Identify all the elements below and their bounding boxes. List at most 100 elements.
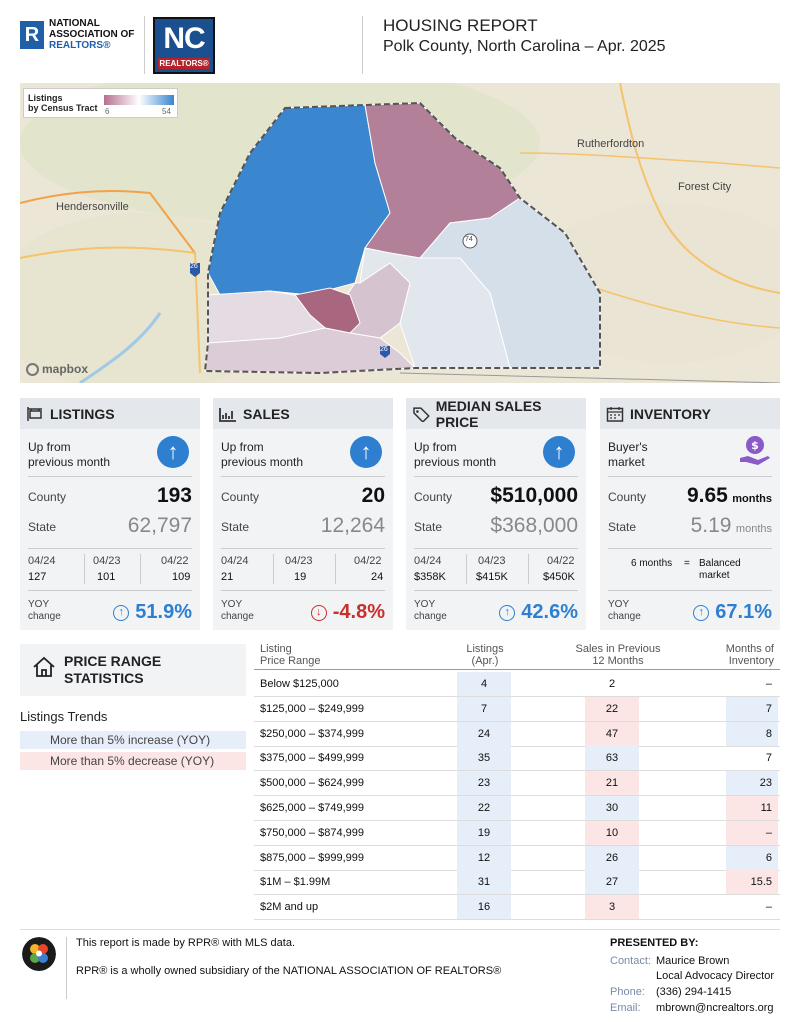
row-price-range: $125,000 – $249,999 bbox=[260, 702, 364, 715]
row-sales: 10 bbox=[585, 820, 639, 845]
row-sales: 3 bbox=[585, 895, 639, 920]
report-header: R NATIONAL ASSOCIATION OF REALTORS® NC R… bbox=[0, 0, 800, 80]
row-listings: 16 bbox=[457, 895, 511, 920]
trend-line2: market bbox=[608, 455, 645, 469]
nar-logo-line1: NATIONAL bbox=[49, 18, 100, 29]
year-value: 21 bbox=[221, 571, 234, 583]
row-sales: 21 bbox=[585, 771, 639, 796]
legend-title: Listings bbox=[28, 93, 63, 103]
row-price-range: $625,000 – $749,999 bbox=[260, 802, 364, 814]
county-label: County bbox=[608, 490, 647, 504]
map-graphic bbox=[20, 83, 780, 383]
route-label: 74 bbox=[465, 236, 473, 243]
card-title: MEDIAN SALES PRICE bbox=[435, 397, 542, 430]
table-row: Below $125,000 4 2 – bbox=[254, 672, 780, 696]
legend-max: 54 bbox=[162, 107, 171, 116]
circle-arrow-down-icon: ↓ bbox=[310, 604, 327, 621]
row-price-range: $750,000 – $874,999 bbox=[260, 826, 364, 839]
row-listings: 35 bbox=[457, 746, 511, 771]
row-listings: 12 bbox=[457, 845, 511, 870]
state-value: 5.19 bbox=[690, 514, 732, 537]
state-label: State bbox=[608, 520, 637, 534]
table-row: $875,000 – $999,999 12 26 6 bbox=[254, 845, 780, 870]
row-months-inventory: 7 bbox=[765, 752, 772, 765]
card-title: LISTINGS bbox=[50, 405, 115, 422]
year-label: 04/22 bbox=[547, 555, 575, 567]
nc-realtors-logo: NC REALTORS® bbox=[153, 17, 215, 74]
col-header-sales2: 12 Months bbox=[592, 655, 644, 667]
table-row: $125,000 – $249,999 7 22 7 bbox=[254, 696, 780, 721]
year-label: 04/22 bbox=[354, 555, 382, 567]
sales-card: SALES Up from previous month ↑ County 20… bbox=[213, 398, 393, 630]
legend-subtitle: by Census Tract bbox=[28, 103, 98, 113]
header-divider bbox=[362, 16, 363, 74]
row-listings: 22 bbox=[457, 796, 511, 820]
year-value: 109 bbox=[172, 571, 191, 583]
table-row: $500,000 – $624,999 23 21 23 bbox=[254, 771, 780, 796]
presented-by: PRESENTED BY: bbox=[610, 937, 699, 949]
row-months-inventory: 11 bbox=[726, 796, 778, 820]
row-months-inventory: 23 bbox=[726, 771, 778, 796]
year-value: $358K bbox=[414, 571, 446, 583]
circle-arrow-up-icon: ↑ bbox=[499, 604, 516, 621]
table-row: $625,000 – $749,999 22 30 11 bbox=[254, 796, 780, 820]
email-key: Email: bbox=[610, 1002, 641, 1014]
yoy-label2: change bbox=[28, 611, 61, 622]
legend-min: 6 bbox=[105, 107, 110, 116]
row-months-inventory: 6 bbox=[726, 845, 778, 870]
card-title: SALES bbox=[243, 405, 290, 422]
county-value: 9.65 bbox=[686, 484, 728, 507]
report-title: HOUSING REPORT bbox=[383, 16, 538, 35]
year-value: 24 bbox=[371, 571, 384, 583]
year-label: 04/22 bbox=[161, 555, 189, 567]
arrow-up-icon: ↑ bbox=[543, 436, 575, 468]
report-subtitle: Polk County, North Carolina – Apr. 2025 bbox=[383, 38, 666, 55]
contact-phone[interactable]: (336) 294-1415 bbox=[656, 986, 732, 998]
row-listings: 23 bbox=[457, 771, 511, 796]
place-label: Forest City bbox=[678, 181, 732, 193]
census-tract-map[interactable]: Hendersonville Rutherfordton Forest City… bbox=[20, 83, 780, 383]
yoy-label: YOY bbox=[221, 599, 243, 610]
mapbox-attribution[interactable]: mapbox bbox=[26, 362, 88, 376]
state-label: State bbox=[28, 520, 57, 534]
buyer-market-icon: $ bbox=[740, 436, 770, 465]
county-label: County bbox=[414, 490, 453, 504]
row-months-inventory: 15.5 bbox=[726, 870, 778, 895]
year-value: 127 bbox=[28, 571, 47, 583]
row-listings: 7 bbox=[457, 696, 511, 721]
yoy-label: YOY bbox=[414, 599, 436, 610]
map-legend: Listings by Census Tract 6 54 bbox=[23, 88, 178, 118]
contact-email[interactable]: mbrown@ncrealtors.org bbox=[656, 1002, 774, 1014]
trend-line1: Buyer's bbox=[608, 440, 648, 454]
year-value: 19 bbox=[294, 571, 307, 583]
listings-trends-title: Listings Trends bbox=[20, 709, 108, 724]
year-value: $415K bbox=[476, 571, 508, 583]
county-unit: months bbox=[732, 493, 772, 505]
place-label: Rutherfordton bbox=[577, 138, 645, 150]
circle-arrow-up-icon: ↑ bbox=[693, 604, 710, 621]
row-listings: 31 bbox=[457, 870, 511, 895]
balanced-label2: market bbox=[699, 570, 730, 581]
state-label: State bbox=[414, 520, 443, 534]
row-price-range: $1M – $1.99M bbox=[260, 876, 331, 889]
col-header-sales: Sales in Previous bbox=[575, 643, 661, 655]
footer-rpr-note: This report is made by RPR® with MLS dat… bbox=[76, 937, 296, 949]
listings-card: LISTINGS Up from previous month ↑ County… bbox=[20, 398, 200, 630]
row-sales: 2 bbox=[608, 678, 616, 690]
state-label: State bbox=[221, 520, 250, 534]
rpr-logo-icon bbox=[22, 937, 56, 971]
balanced-months: 6 months bbox=[631, 558, 673, 569]
inventory-card: INVENTORY Buyer's market $ County 9.65 m… bbox=[600, 398, 780, 630]
arrow-up-icon: ↑ bbox=[157, 436, 189, 468]
year-label: 04/23 bbox=[93, 555, 121, 567]
row-sales: 27 bbox=[585, 870, 639, 895]
median-price-card: MEDIAN SALES PRICE Up from previous mont… bbox=[406, 398, 586, 630]
table-row: $2M and up 16 3 – bbox=[254, 895, 780, 920]
trend-line2: previous month bbox=[28, 455, 111, 469]
row-listings: 4 bbox=[457, 672, 511, 696]
county-value: 193 bbox=[156, 484, 192, 507]
yoy-label2: change bbox=[608, 611, 641, 622]
phone-key: Phone: bbox=[610, 986, 645, 998]
row-sales: 30 bbox=[585, 796, 639, 820]
col-header-range2: Price Range bbox=[260, 655, 321, 667]
